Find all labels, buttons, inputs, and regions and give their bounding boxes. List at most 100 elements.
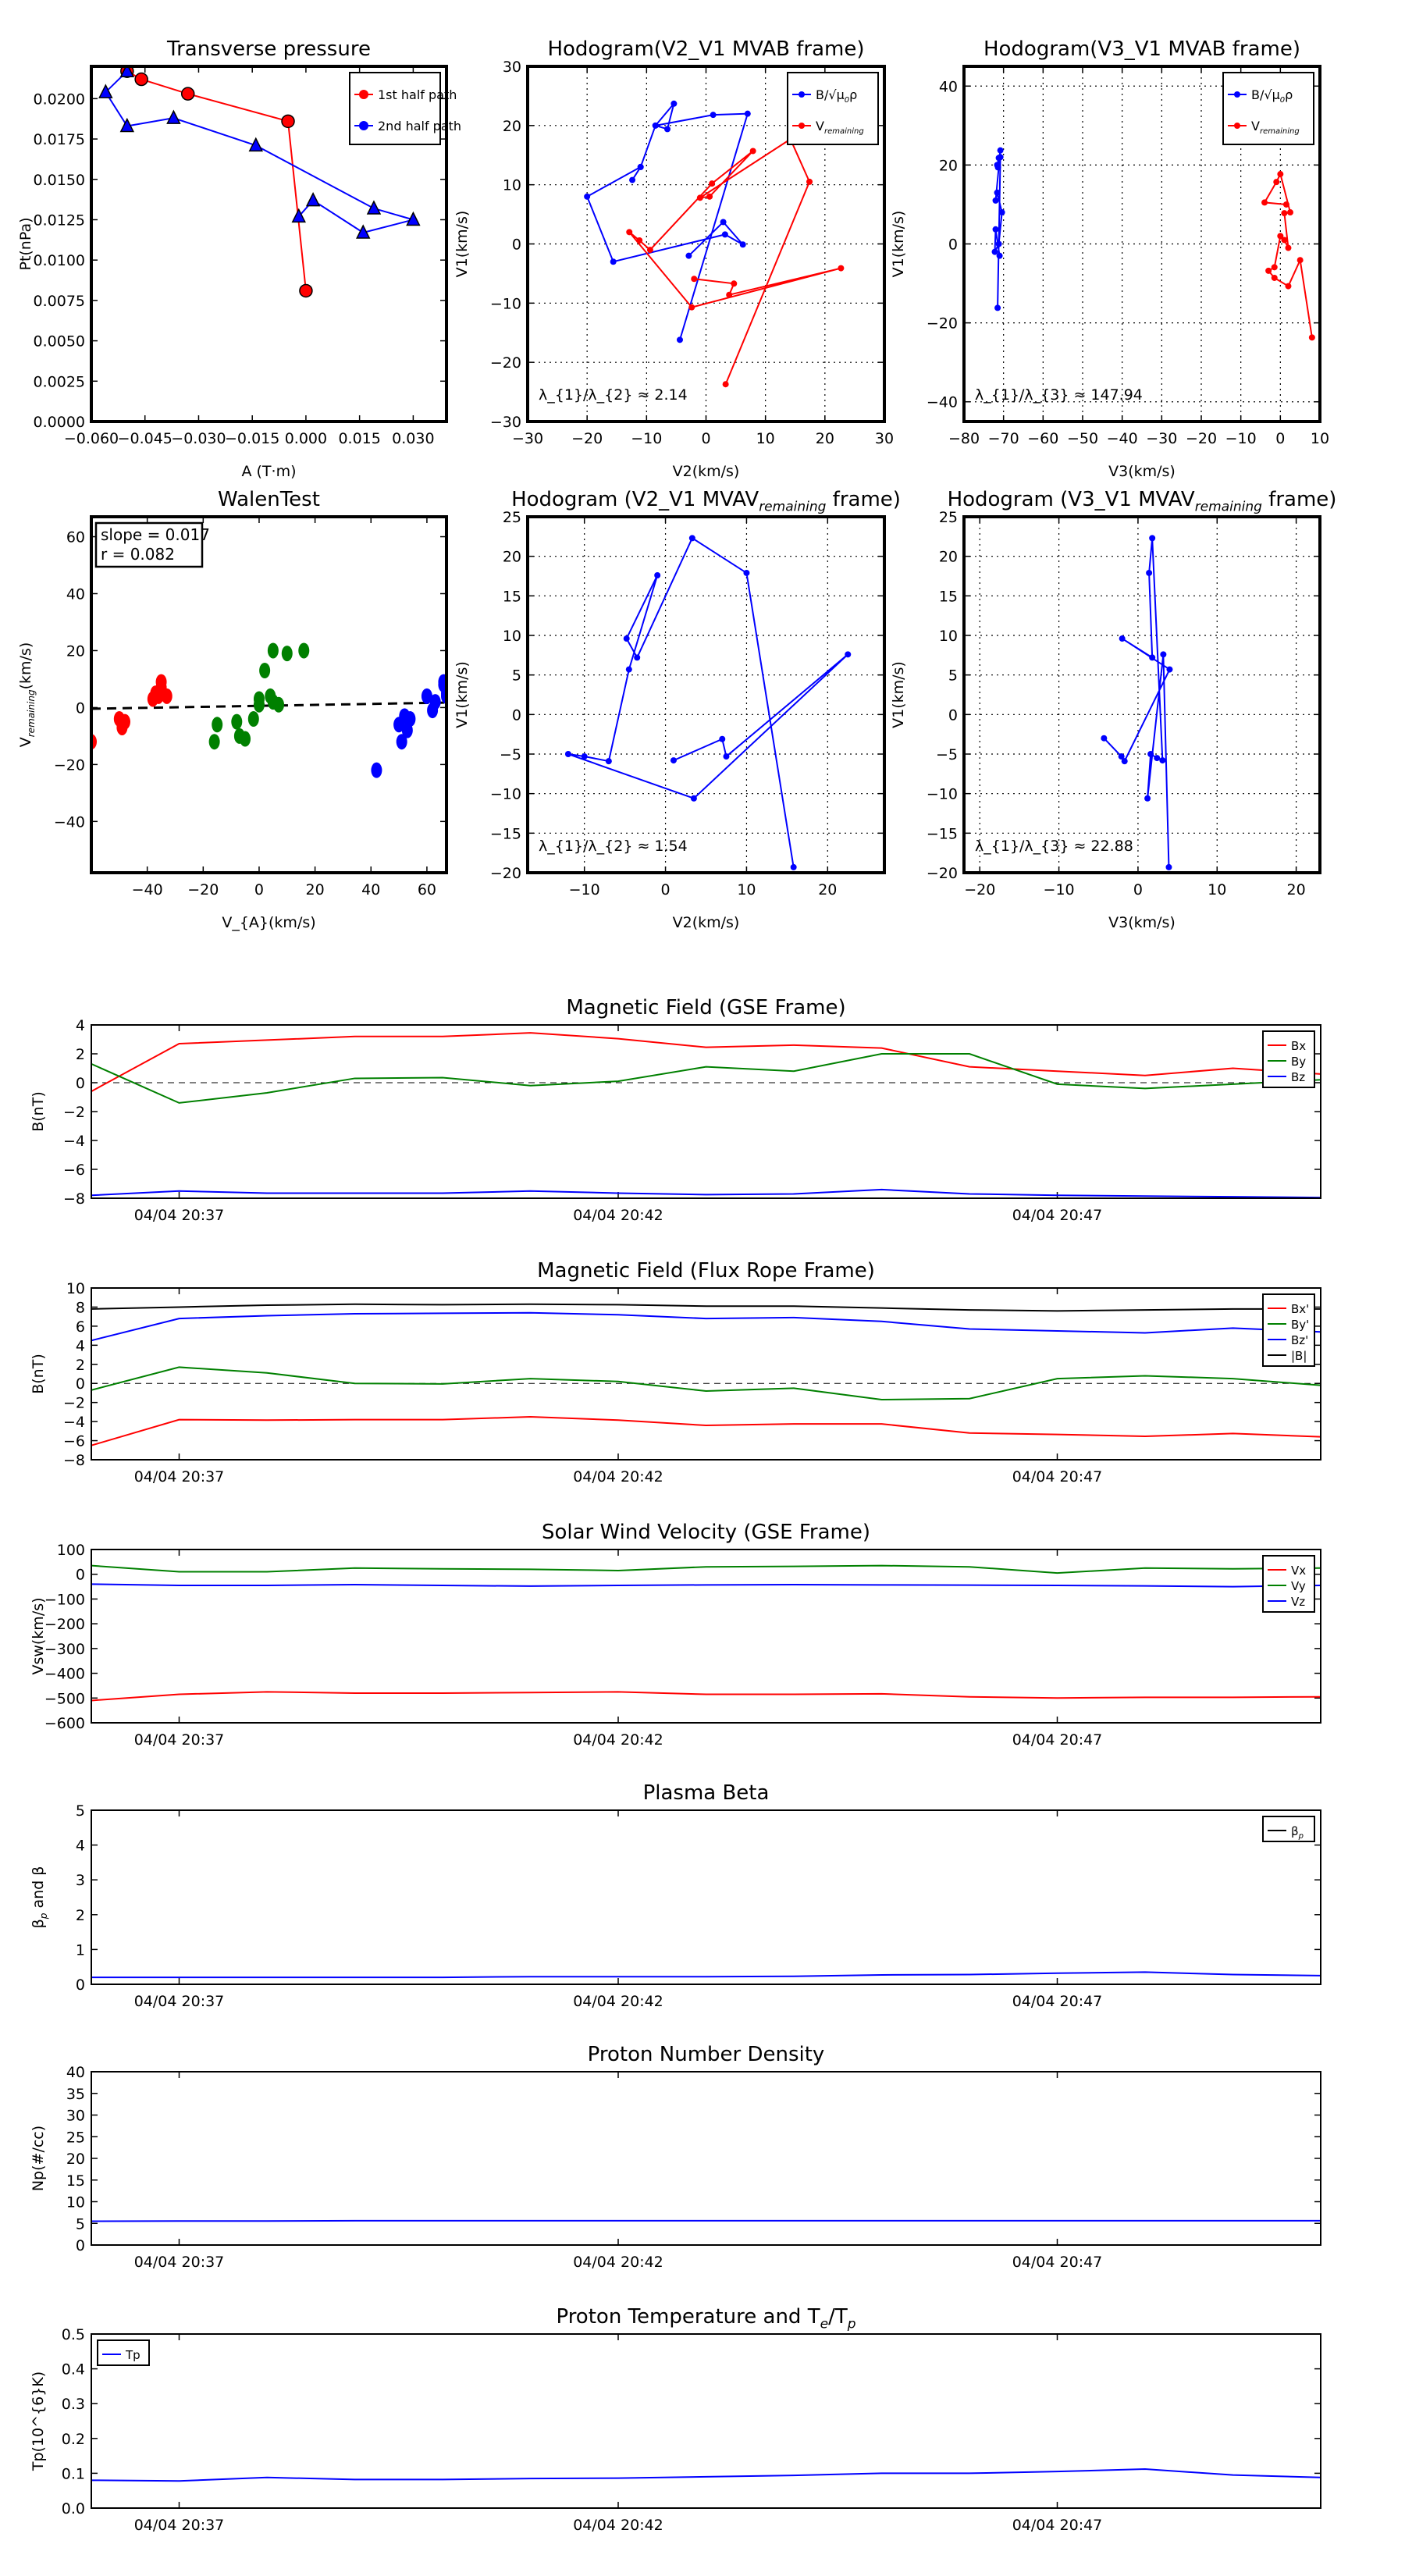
x-axis-label: A (T·m) [241,463,296,480]
stats-text: r = 0.082 [101,545,175,564]
y-tick-label: 0 [512,237,521,254]
series-line-1 [91,1366,1321,1401]
y-tick-label: 2 [76,1907,85,1924]
series-line-0 [585,103,749,340]
series-line-1 [628,137,841,385]
data-point [161,688,173,704]
data-point [273,696,285,713]
data-point [749,148,756,155]
x-tick-label: −60 [1027,430,1058,447]
y-tick-label: 4 [76,1337,85,1354]
axes-frame [526,515,886,874]
data-point [259,662,271,678]
axes-frame [91,1287,1321,1461]
data-point [1273,179,1280,186]
chart-title: Solar Wind Velocity (GSE Frame) [542,1521,870,1544]
data-point [406,211,421,226]
y-tick-label: 25 [939,509,958,526]
x-tick-label: −30 [1146,430,1177,447]
x-tick-label: 0 [1133,881,1143,898]
data-point [253,696,265,713]
y-axis-label: Pt(nPa) [17,217,34,270]
legend-label: B/√μ0​ρ [1251,87,1293,105]
data-point [709,180,716,187]
series-line-2 [91,1583,1321,1588]
data-point [438,674,446,690]
legend-label: Bx [1291,1039,1306,1053]
y-tick-label: −8 [63,1452,85,1469]
data-point [654,571,661,578]
y-tick-label: −400 [44,1666,85,1683]
data-point [1297,257,1304,264]
y-tick-label: 15 [939,588,958,605]
legend-box [1262,1030,1315,1088]
y-tick-label: 3 [76,1872,85,1889]
data-point [305,191,321,207]
x-tick-label: 04/04 20:37 [134,2254,225,2271]
x-tick-label: −0.045 [118,430,173,447]
y-tick-label: −5 [500,746,521,763]
y-tick-label: 0.0025 [34,373,85,390]
series-line-0 [91,2219,1321,2222]
data-point [739,241,746,248]
chart-title: Magnetic Field (Flux Rope Frame) [537,1259,875,1283]
data-point [291,208,306,223]
x-tick-label: −20 [964,881,995,898]
data-point [646,247,653,254]
series-line-0 [91,1032,1321,1092]
y-tick-label: 0.0050 [34,333,85,350]
data-point [663,126,670,133]
data-point [610,258,617,265]
y-tick-label: 2 [76,1046,85,1063]
x-tick-label: 30 [875,430,894,447]
x-tick-label: 40 [361,881,380,898]
x-tick-label: −40 [1107,430,1138,447]
chart-title: Transverse pressure [166,37,371,61]
x-tick-label: 04/04 20:37 [134,1468,225,1485]
data-point [623,635,630,642]
legend-marker [1234,123,1240,129]
y-tick-label: 5 [76,1802,85,1820]
y-tick-label: −5 [936,746,958,763]
x-axis-label: V2(km/s) [673,914,740,931]
legend-marker [799,123,805,129]
y-axis-label: V1(km/s) [454,211,471,278]
y-tick-label: 6 [76,1318,85,1336]
y-tick-label: 100 [57,1542,85,1559]
data-point [429,694,441,710]
data-point [992,197,999,204]
data-point [1146,569,1153,576]
data-point [240,731,251,747]
x-tick-label: −20 [187,881,219,898]
y-tick-label: −2 [63,1395,85,1412]
y-tick-label: 5 [948,667,958,685]
series-line-2 [91,1188,1321,1198]
legend-label: Bz [1291,1070,1305,1084]
y-tick-label: −10 [490,786,521,803]
data-point [281,646,293,662]
y-tick-label: 0.2 [62,2431,85,2448]
x-tick-label: 0.030 [392,430,434,447]
y-tick-label: −20 [490,865,521,882]
y-axis-label: B(nT) [30,1091,47,1132]
x-tick-label: 0 [1275,430,1285,447]
legend-box [1262,1816,1315,1842]
data-point [248,137,263,152]
legend-label: By [1291,1055,1306,1069]
data-point [1271,274,1278,281]
data-point [994,304,1001,311]
eigenvalue-ratio: λ_{1}/λ_{2} ≈ 2.14 [539,386,688,404]
y-tick-label: 25 [503,509,521,526]
data-point [1277,233,1284,240]
data-point [1149,654,1156,661]
x-tick-label: −10 [569,881,600,898]
data-point [231,713,243,730]
y-tick-label: 0.4 [62,2361,85,2379]
x-tick-label: 10 [756,430,775,447]
x-tick-label: 04/04 20:42 [573,1993,663,2010]
data-point [116,717,128,733]
y-tick-label: 0 [76,2237,85,2254]
data-point [998,209,1005,216]
y-tick-label: 30 [503,59,521,76]
y-tick-label: 0.0 [62,2500,85,2517]
